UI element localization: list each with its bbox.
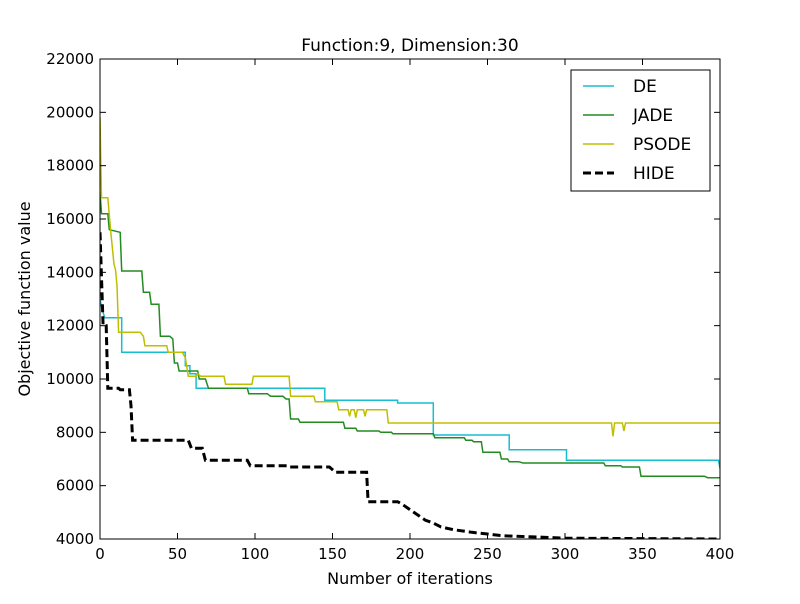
legend: DE JADE PSODE HIDE [570, 69, 711, 192]
legend-items: DE JADE PSODE HIDE [583, 77, 691, 184]
y-tick-label: 20000 [46, 103, 94, 121]
y-tick-label: 6000 [56, 477, 94, 495]
legend-label-hide: HIDE [633, 164, 675, 184]
y-axis-label: Objective function value [15, 201, 34, 396]
x-tick-label: 100 [241, 545, 270, 563]
x-tick-label: 350 [628, 545, 657, 563]
legend-label-jade: JADE [632, 106, 673, 126]
x-tick-label: 250 [473, 545, 502, 563]
x-tick-label: 0 [95, 545, 105, 563]
x-axis-label: Number of iterations [327, 569, 493, 588]
series-line-de [100, 298, 720, 469]
legend-label-psode: PSODE [633, 135, 691, 155]
series-line-jade [100, 192, 720, 479]
y-tick-label: 16000 [46, 210, 94, 228]
series-line-psode [100, 117, 720, 437]
x-tick-label: 50 [168, 545, 187, 563]
x-axis-ticks: 0 50 100 150 200 250 300 350 400 [95, 59, 734, 563]
y-axis-ticks: 4000 6000 8000 10000 12000 14000 16000 18000 200… [46, 50, 720, 548]
legend-label-de: DE [633, 77, 657, 97]
x-tick-label: 400 [706, 545, 735, 563]
x-tick-label: 200 [396, 545, 425, 563]
plot-area: 0 50 100 150 200 250 300 350 400 4000 6000 8000 100… [46, 50, 734, 563]
y-tick-label: 22000 [46, 50, 94, 68]
series-layer [100, 117, 720, 539]
x-tick-label: 150 [318, 545, 347, 563]
x-tick-label: 300 [551, 545, 580, 563]
legend-frame [570, 69, 711, 192]
series-line-hide [100, 232, 720, 539]
y-tick-label: 4000 [56, 530, 94, 548]
y-tick-label: 8000 [56, 423, 94, 441]
chart-title: Function:9, Dimension:30 [301, 36, 518, 56]
y-tick-label: 18000 [46, 157, 94, 175]
y-tick-label: 14000 [46, 263, 94, 281]
y-tick-label: 10000 [46, 370, 94, 388]
y-tick-label: 12000 [46, 317, 94, 335]
